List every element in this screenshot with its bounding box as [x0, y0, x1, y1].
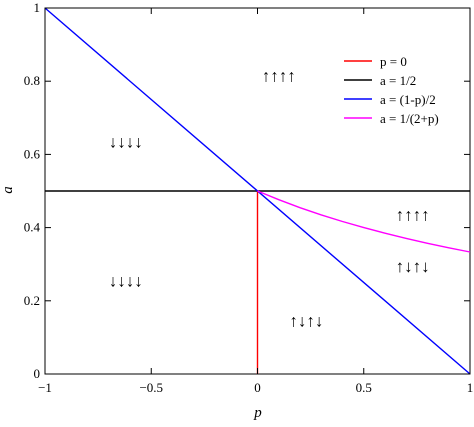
region-arrows-3: ↓↓↓↓	[109, 271, 143, 290]
legend-label-1: p = 0	[380, 54, 407, 69]
y-tick-label: 1	[34, 0, 41, 15]
y-tick-label: 0	[34, 366, 41, 381]
y-axis-label: a	[0, 186, 16, 194]
series-line-4	[257, 190, 471, 253]
x-tick-label: −1	[38, 380, 52, 395]
legend-label-2: a = 1/2	[380, 73, 416, 88]
plot-area: ↑↑↑↑ ↓↓↓↓ ↓↓↓↓ ↑↑↑↑ ↑↓↑↓ ↑↓↑↓	[44, 7, 471, 375]
x-tick-label: 0	[254, 380, 261, 395]
legend-label-3: a = (1-p)/2	[380, 92, 436, 107]
legend: p = 0 a = 1/2 a = (1-p)/2 a = 1/(2+p)	[344, 54, 439, 126]
x-tick-label: 1	[467, 380, 474, 395]
y-tick-label: 0.4	[24, 220, 41, 235]
region-arrows-6: ↑↓↑↓	[289, 312, 323, 331]
region-arrows-4: ↑↑↑↑	[396, 206, 430, 225]
y-tick-label: 0.6	[24, 146, 41, 161]
region-arrows-2: ↓↓↓↓	[109, 132, 143, 151]
y-tick-label: 0.2	[24, 293, 40, 308]
x-tick-label: 0.5	[356, 380, 372, 395]
x-axis-label: p	[253, 405, 262, 421]
y-tick-label: 0.8	[24, 73, 40, 88]
tick-labels: −1 −0.5 0 0.5 1 0 0.2 0.4 0.6 0.8 1	[24, 0, 474, 395]
region-arrows-5: ↑↓↑↓	[396, 257, 430, 276]
region-arrows-1: ↑↑↑↑	[262, 66, 296, 85]
legend-label-4: a = 1/(2+p)	[380, 111, 439, 126]
x-tick-label: −0.5	[139, 380, 163, 395]
